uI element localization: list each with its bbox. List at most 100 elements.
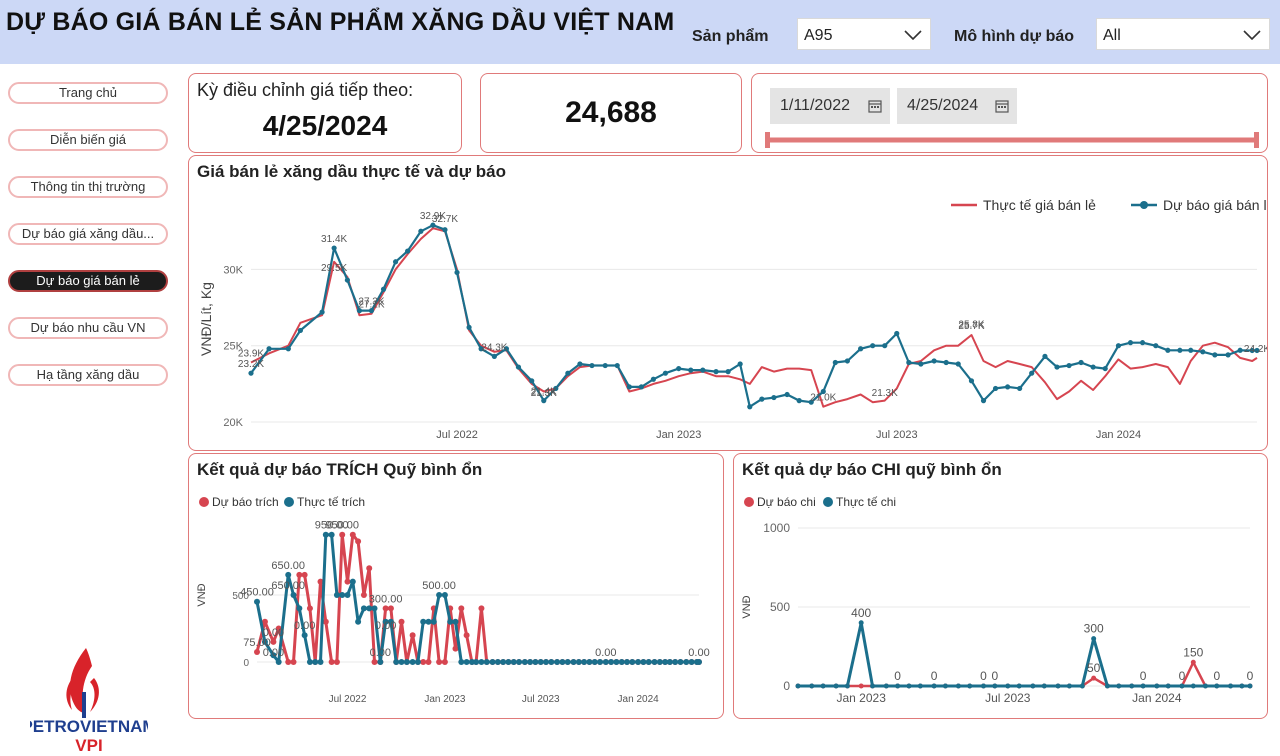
data-point [355,618,362,625]
y-tick-label: 20K [223,417,243,429]
data-point [436,592,443,598]
data-point [747,404,753,410]
data-point [635,659,642,665]
data-point [1017,385,1023,392]
data-label: 32.7K [432,214,458,225]
trich-fund-chart-card: Kết quả dự báo TRÍCH Quỹ bình ổn 0 500 Jul… [188,453,724,719]
data-point [328,659,335,665]
calendar-icon[interactable] [868,99,882,113]
data-point [275,659,282,665]
data-point [491,353,497,359]
data-label: 0.00 [688,647,709,659]
data-point [1254,347,1260,354]
data-point [290,592,297,598]
data-point [441,592,448,598]
calendar-icon[interactable] [995,99,1009,113]
data-point [344,277,350,283]
data-point [809,683,815,689]
data-point [640,659,647,665]
data-point [832,359,838,366]
end-date-input[interactable]: 4/25/2024 [897,88,1017,124]
data-point [349,531,356,538]
data-point [737,361,743,367]
sidebar: Trang chủ Diễn biến giá Thông tin thị tr… [0,64,178,755]
nav-infrastructure[interactable]: Hạ tầng xăng dầu [8,364,168,386]
x-tick-label: Jan 2023 [656,429,701,441]
data-point [483,659,490,665]
data-label: 0.00 [294,620,315,632]
x-tick-label: Jul 2023 [985,691,1031,705]
data-point [980,398,987,404]
data-label: 25.7K [958,321,984,332]
data-point [955,683,961,689]
data-point [333,592,340,598]
data-point [527,659,534,665]
date-range-slider[interactable] [762,132,1262,148]
main-chart-title: Giá bán lẻ xăng dầu thực tế và dự báo [197,162,506,181]
data-point [650,376,656,382]
data-point [248,370,254,376]
data-point [387,618,394,625]
data-point [505,659,512,665]
data-point [967,683,973,689]
data-point [629,659,636,665]
data-point [725,369,731,375]
data-point [559,659,566,665]
data-label: 31.4K [321,234,347,245]
data-point [1030,683,1036,689]
data-label: 50 [1087,661,1101,675]
data-label: 450.00 [240,587,274,599]
data-point [503,346,510,352]
y-tick-label: 500 [770,600,790,614]
slider-end-handle[interactable] [1254,132,1259,148]
data-point [931,358,937,364]
data-point [1190,683,1196,689]
data-point [1247,683,1253,689]
data-point [409,659,416,665]
data-point [494,659,501,665]
data-point [570,659,577,665]
data-point [1239,683,1245,689]
x-tick-label: Jan 2023 [836,691,886,705]
data-point [371,659,378,665]
y-axis-title: VNĐ [196,583,208,606]
legend-label: Dự báo giá bán lẻ [1163,197,1267,213]
model-dropdown[interactable]: All [1096,18,1270,50]
data-point [420,659,427,665]
nav-fuel-price-forecast[interactable]: Dự báo giá xăng dầu... [8,223,168,245]
data-point [1041,683,1047,689]
data-point [306,605,313,612]
data-point [553,385,559,392]
data-point [270,652,277,659]
data-label: 24.3K [481,342,507,353]
data-point [458,659,465,665]
data-label: 24.2K [1244,344,1267,355]
data-point [666,659,673,665]
start-date-input[interactable]: 1/11/2022 [770,88,890,124]
slider-start-handle[interactable] [765,132,770,148]
data-point [992,683,998,689]
nav-price-history[interactable]: Diễn biến giá [8,129,168,151]
data-point [1228,683,1234,689]
data-point [795,683,801,689]
data-point [254,648,260,655]
next-adjustment-date: 4/25/2024 [262,110,388,141]
data-point [1129,683,1135,689]
nav-home[interactable]: Trang chủ [8,82,168,104]
legend-label: Thực tế giá bán lẻ [983,197,1096,213]
data-point [543,659,550,665]
product-dropdown[interactable]: A95 [797,18,931,50]
model-dropdown-value: All [1103,27,1121,44]
data-point [366,605,373,612]
data-point [980,683,986,689]
data-label: 0.00 [595,647,616,659]
nav-demand-forecast[interactable]: Dự báo nhu cầu VN [8,317,168,339]
data-point [454,269,460,276]
data-point [1165,683,1171,689]
data-point [906,359,912,366]
nav-market-info[interactable]: Thông tin thị trường [8,176,168,198]
data-point [895,683,901,689]
data-point [1115,343,1122,349]
x-tick-label: Jan 2024 [618,694,660,705]
nav-retail-price-forecast[interactable]: Dự báo giá bán lẻ [8,270,168,292]
